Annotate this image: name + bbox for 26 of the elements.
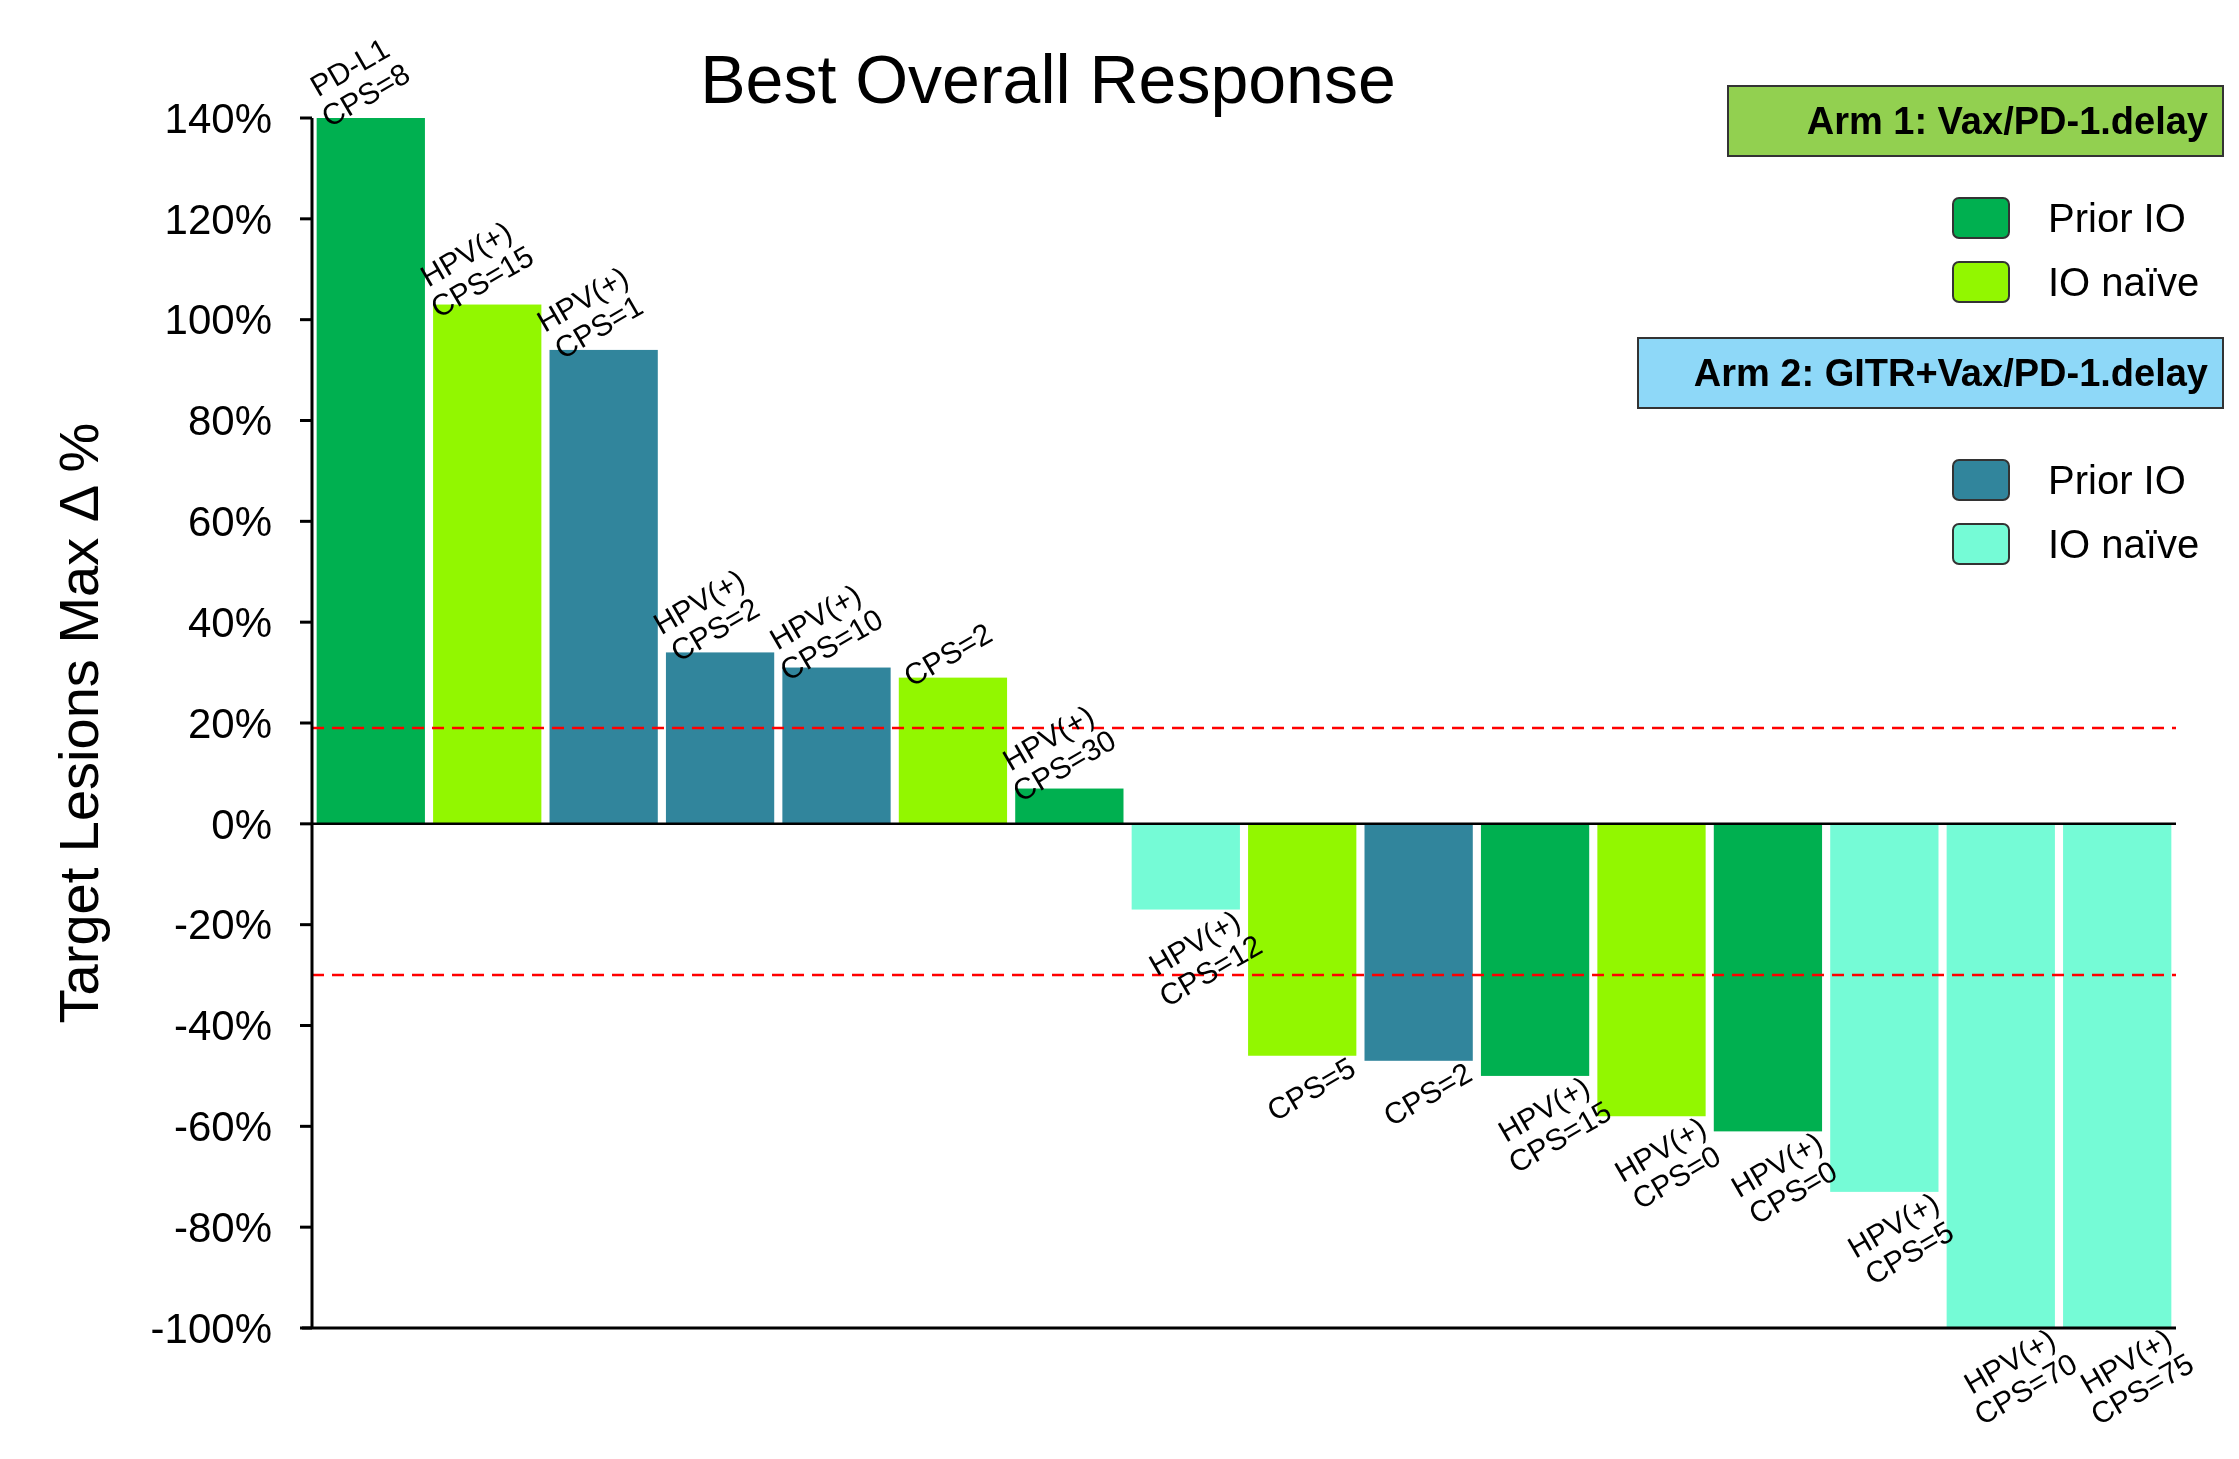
- y-tick-label: -60%: [173, 1103, 272, 1151]
- y-tick-label: 60%: [187, 498, 272, 546]
- annotation: Arm 1: Vax/PD-1.delay: [1806, 100, 2208, 143]
- y-tick-label: 20%: [187, 699, 272, 747]
- y-tick-label: 40%: [187, 598, 272, 646]
- y-tick-label: 0%: [211, 800, 272, 848]
- y-tick-label: 140%: [164, 94, 272, 142]
- bar: [1364, 823, 1473, 1061]
- y-tick-label: -100%: [150, 1304, 272, 1352]
- bar: [1713, 823, 1823, 1132]
- y-tick-label: -80%: [173, 1203, 272, 1251]
- annotation: Arm 2: GITR+Vax/PD-1.delay: [1693, 352, 2208, 395]
- legend-label: IO naïve: [2048, 522, 2200, 566]
- bar: [1131, 823, 1240, 910]
- y-axis-title: Target Lesions Max Δ %: [47, 422, 110, 1024]
- y-tick-label: 100%: [164, 296, 272, 344]
- y-tick-label: -20%: [173, 901, 272, 949]
- chart-title: Best Overall Response: [700, 41, 1396, 117]
- y-tick-label: 80%: [187, 397, 272, 445]
- bar: [2063, 823, 2172, 1328]
- bar: [1480, 823, 1590, 1076]
- legend-label: IO naïve: [2048, 260, 2200, 304]
- y-tick-label: -40%: [173, 1002, 272, 1050]
- y-tick-label: 120%: [164, 195, 272, 243]
- legend-label: Prior IO: [2048, 458, 2186, 502]
- legend-label: Prior IO: [2048, 196, 2186, 240]
